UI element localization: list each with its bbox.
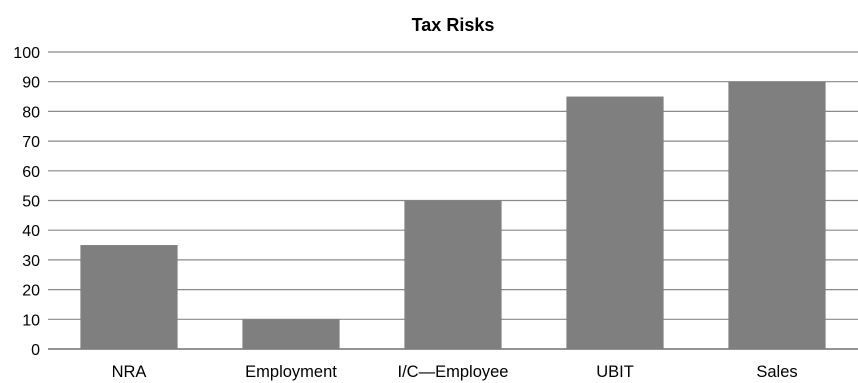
x-category-label: UBIT xyxy=(596,363,634,381)
y-axis-tick-labels: 0 10 20 30 40 50 60 70 80 90 100 xyxy=(13,45,40,359)
x-category-label: Sales xyxy=(756,363,797,381)
y-tick-label: 60 xyxy=(22,164,40,181)
bars xyxy=(80,81,826,349)
bar-3 xyxy=(566,96,664,349)
bar-0 xyxy=(80,245,178,349)
y-tick-label: 90 xyxy=(22,75,40,92)
y-tick-label: 0 xyxy=(31,342,40,359)
bar-4 xyxy=(728,81,826,349)
x-category-label: NRA xyxy=(112,363,147,381)
y-tick-label: 100 xyxy=(13,45,40,62)
y-tick-label: 40 xyxy=(22,223,40,240)
y-tick-label: 10 xyxy=(22,312,40,329)
y-tick-label: 20 xyxy=(22,283,40,300)
y-tick-label: 30 xyxy=(22,253,40,270)
y-tick-label: 50 xyxy=(22,194,40,211)
x-axis-category-labels: NRA Employment I/C—Employee UBIT Sales xyxy=(112,363,798,381)
chart-title: Tax Risks xyxy=(412,15,495,35)
bar-1 xyxy=(242,319,340,349)
y-tick-label: 70 xyxy=(22,134,40,151)
y-tick-label: 80 xyxy=(22,104,40,121)
x-category-label: I/C—Employee xyxy=(398,363,509,381)
bar-2 xyxy=(404,200,502,349)
x-category-label: Employment xyxy=(245,363,337,381)
